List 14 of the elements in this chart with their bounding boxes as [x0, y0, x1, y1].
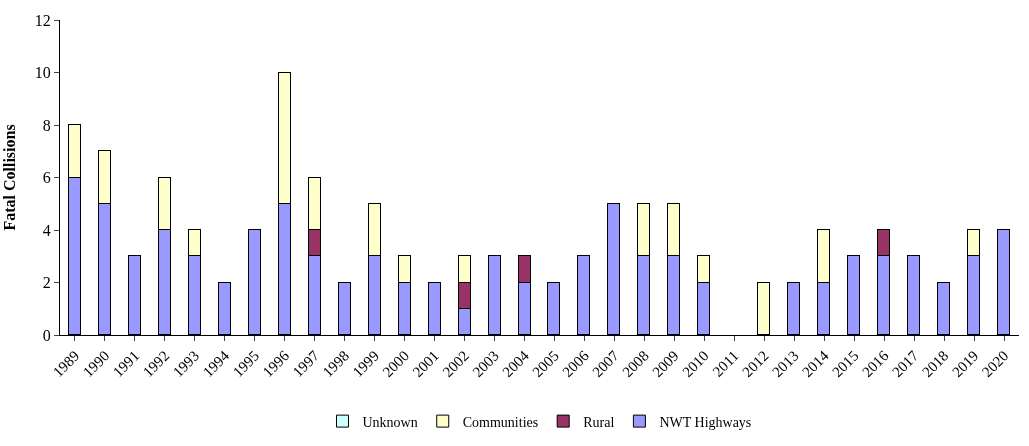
y-tick-label: 10 — [34, 64, 51, 82]
y-tick-label: 12 — [34, 11, 51, 29]
legend-label: Unknown — [362, 414, 418, 430]
legend-label: Rural — [583, 414, 615, 430]
y-tick-label: 2 — [42, 274, 51, 292]
legend-label: Communities — [462, 414, 539, 430]
y-tick-label: 0 — [42, 326, 51, 344]
x-tick-label: 1991 — [109, 347, 143, 381]
x-tick-label: 2011 — [709, 347, 742, 380]
legend-label: NWT Highways — [659, 414, 752, 430]
y-tick-label: 4 — [42, 221, 51, 239]
y-tick-label: 8 — [42, 116, 51, 134]
y-axis-title: Fatal Collisions — [0, 124, 18, 231]
y-tick-label: 6 — [42, 169, 51, 187]
